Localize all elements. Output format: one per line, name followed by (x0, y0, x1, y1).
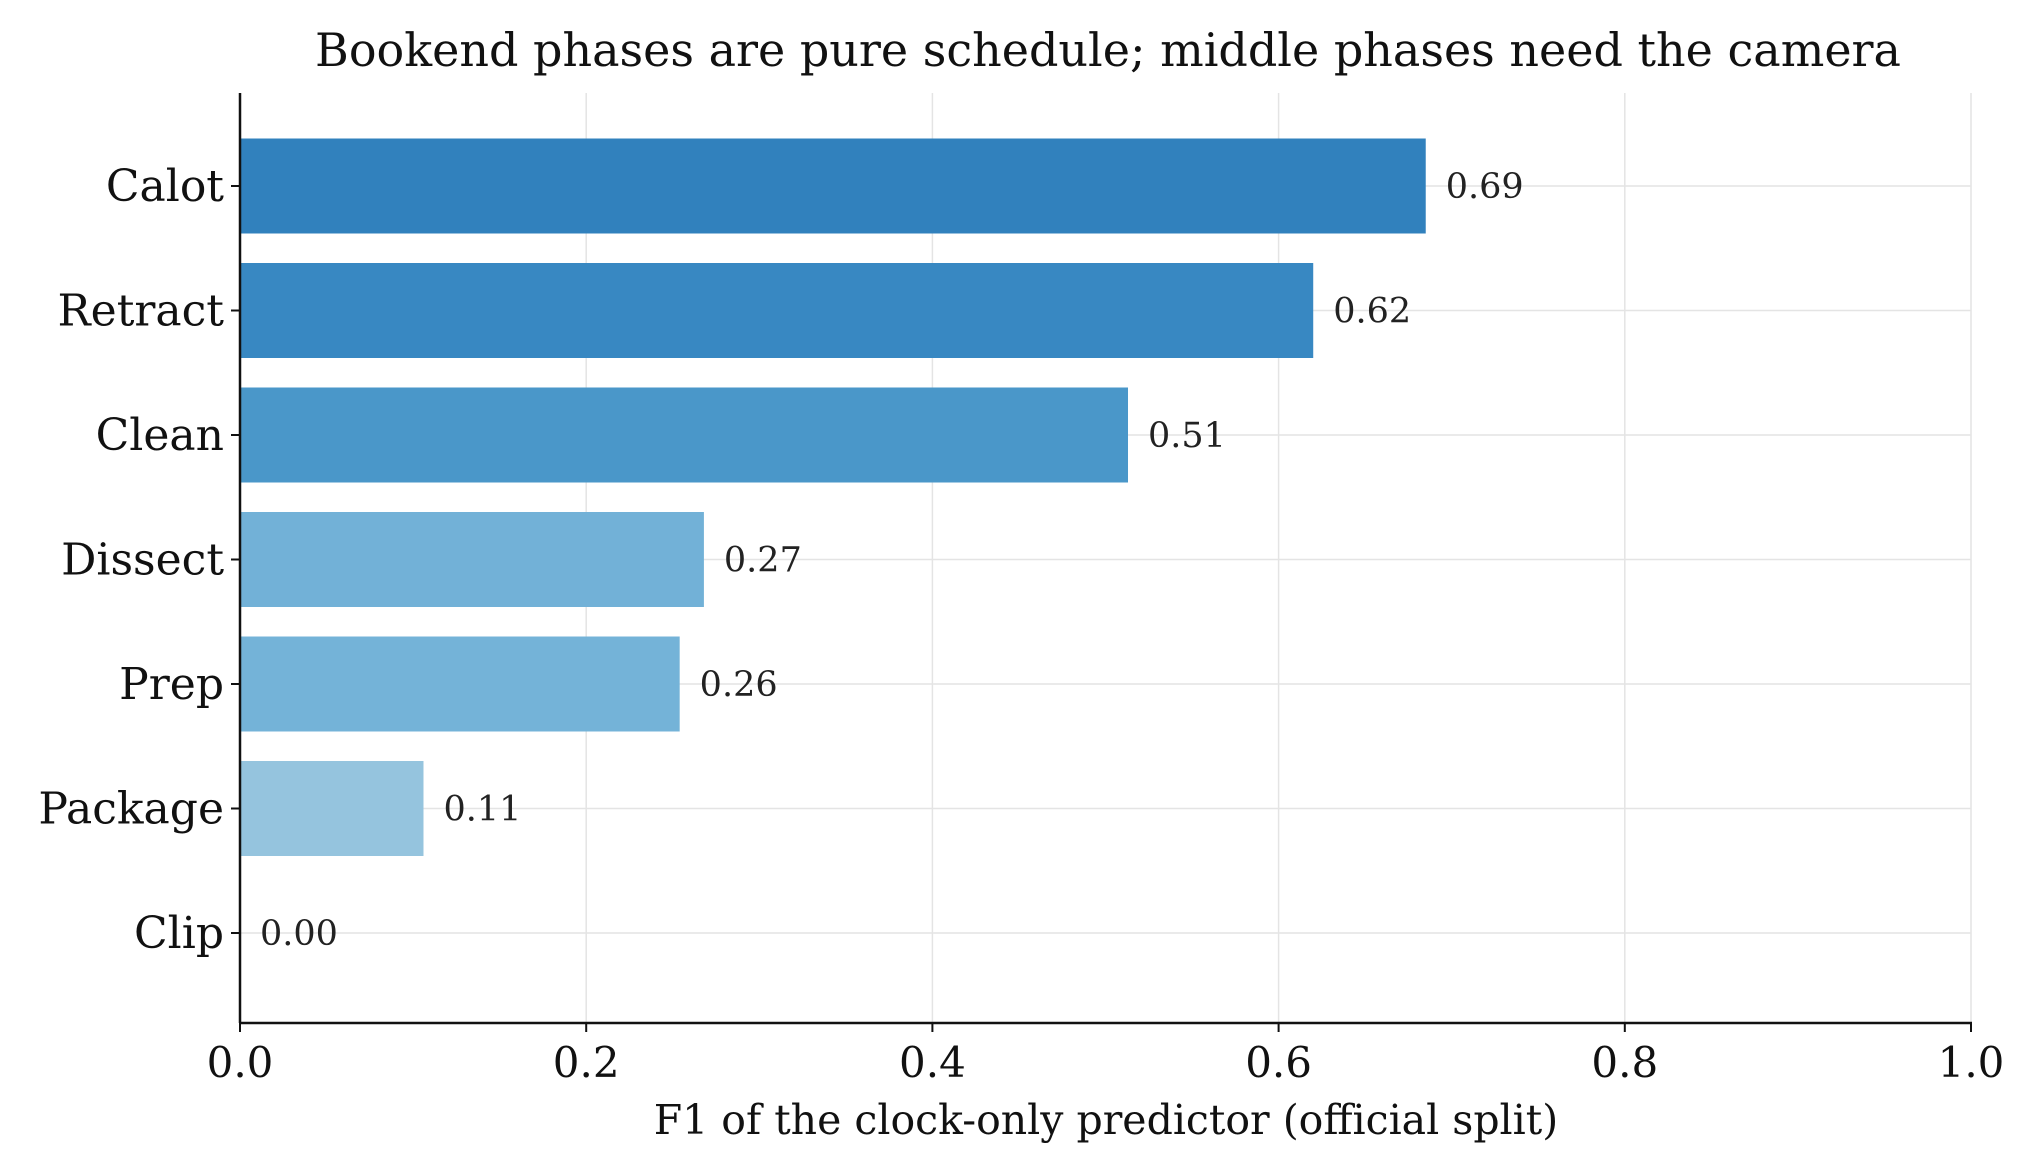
bar-clean (240, 387, 1129, 483)
x-tick-label: 1.0 (1938, 1038, 2005, 1087)
value-label-clean: 0.51 (1148, 416, 1226, 456)
chart-title: Bookend phases are pure schedule; middle… (315, 23, 1901, 77)
value-label-prep: 0.26 (700, 665, 778, 705)
x-tick-label: 0.4 (899, 1038, 966, 1087)
category-labels: Calot Retract Clean Dissect Prep Package Clip (38, 161, 240, 959)
x-axis-label: F1 of the clock-only predictor (official… (654, 1096, 1559, 1144)
category-label-prep: Prep (119, 659, 224, 710)
category-label-clean: Clean (96, 410, 224, 461)
bar-prep (240, 636, 680, 732)
category-label-calot: Calot (106, 161, 224, 212)
category-label-clip: Clip (134, 908, 224, 959)
value-labels: 0.69 0.62 0.51 0.27 0.26 0.11 0.00 (260, 167, 1524, 954)
value-label-clip: 0.00 (260, 914, 338, 954)
value-label-retract: 0.62 (1333, 292, 1411, 332)
x-tick-label: 0.6 (1245, 1038, 1312, 1087)
bars (240, 138, 1426, 856)
category-label-retract: Retract (58, 286, 225, 337)
category-label-dissect: Dissect (61, 535, 224, 586)
bar-calot (240, 138, 1426, 234)
x-tick-label: 0.2 (553, 1038, 620, 1087)
x-tick-label: 0.8 (1591, 1038, 1658, 1087)
x-tick-label: 0.0 (207, 1038, 274, 1087)
value-label-calot: 0.69 (1446, 167, 1524, 207)
x-axis-ticks: 0.0 0.2 0.4 0.6 0.8 1.0 (207, 1023, 2005, 1087)
category-label-package: Package (38, 784, 224, 835)
bar-package (240, 761, 424, 856)
bar-dissect (240, 512, 704, 607)
value-label-dissect: 0.27 (724, 541, 802, 581)
value-label-package: 0.11 (443, 790, 521, 830)
bar-retract (240, 263, 1314, 358)
